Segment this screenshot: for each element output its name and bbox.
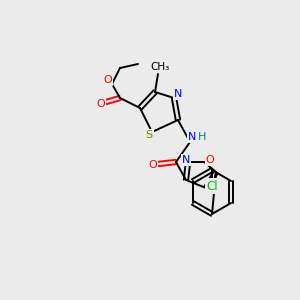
Text: N: N xyxy=(174,89,182,99)
Text: O: O xyxy=(148,160,158,170)
Text: O: O xyxy=(97,99,105,109)
Text: N: N xyxy=(182,155,190,165)
Text: S: S xyxy=(146,130,153,140)
Text: CH₃: CH₃ xyxy=(150,62,170,72)
Text: H: H xyxy=(198,132,206,142)
Text: O: O xyxy=(103,75,112,85)
Text: O: O xyxy=(206,155,214,165)
Text: Cl: Cl xyxy=(206,179,218,193)
Text: N: N xyxy=(188,132,196,142)
